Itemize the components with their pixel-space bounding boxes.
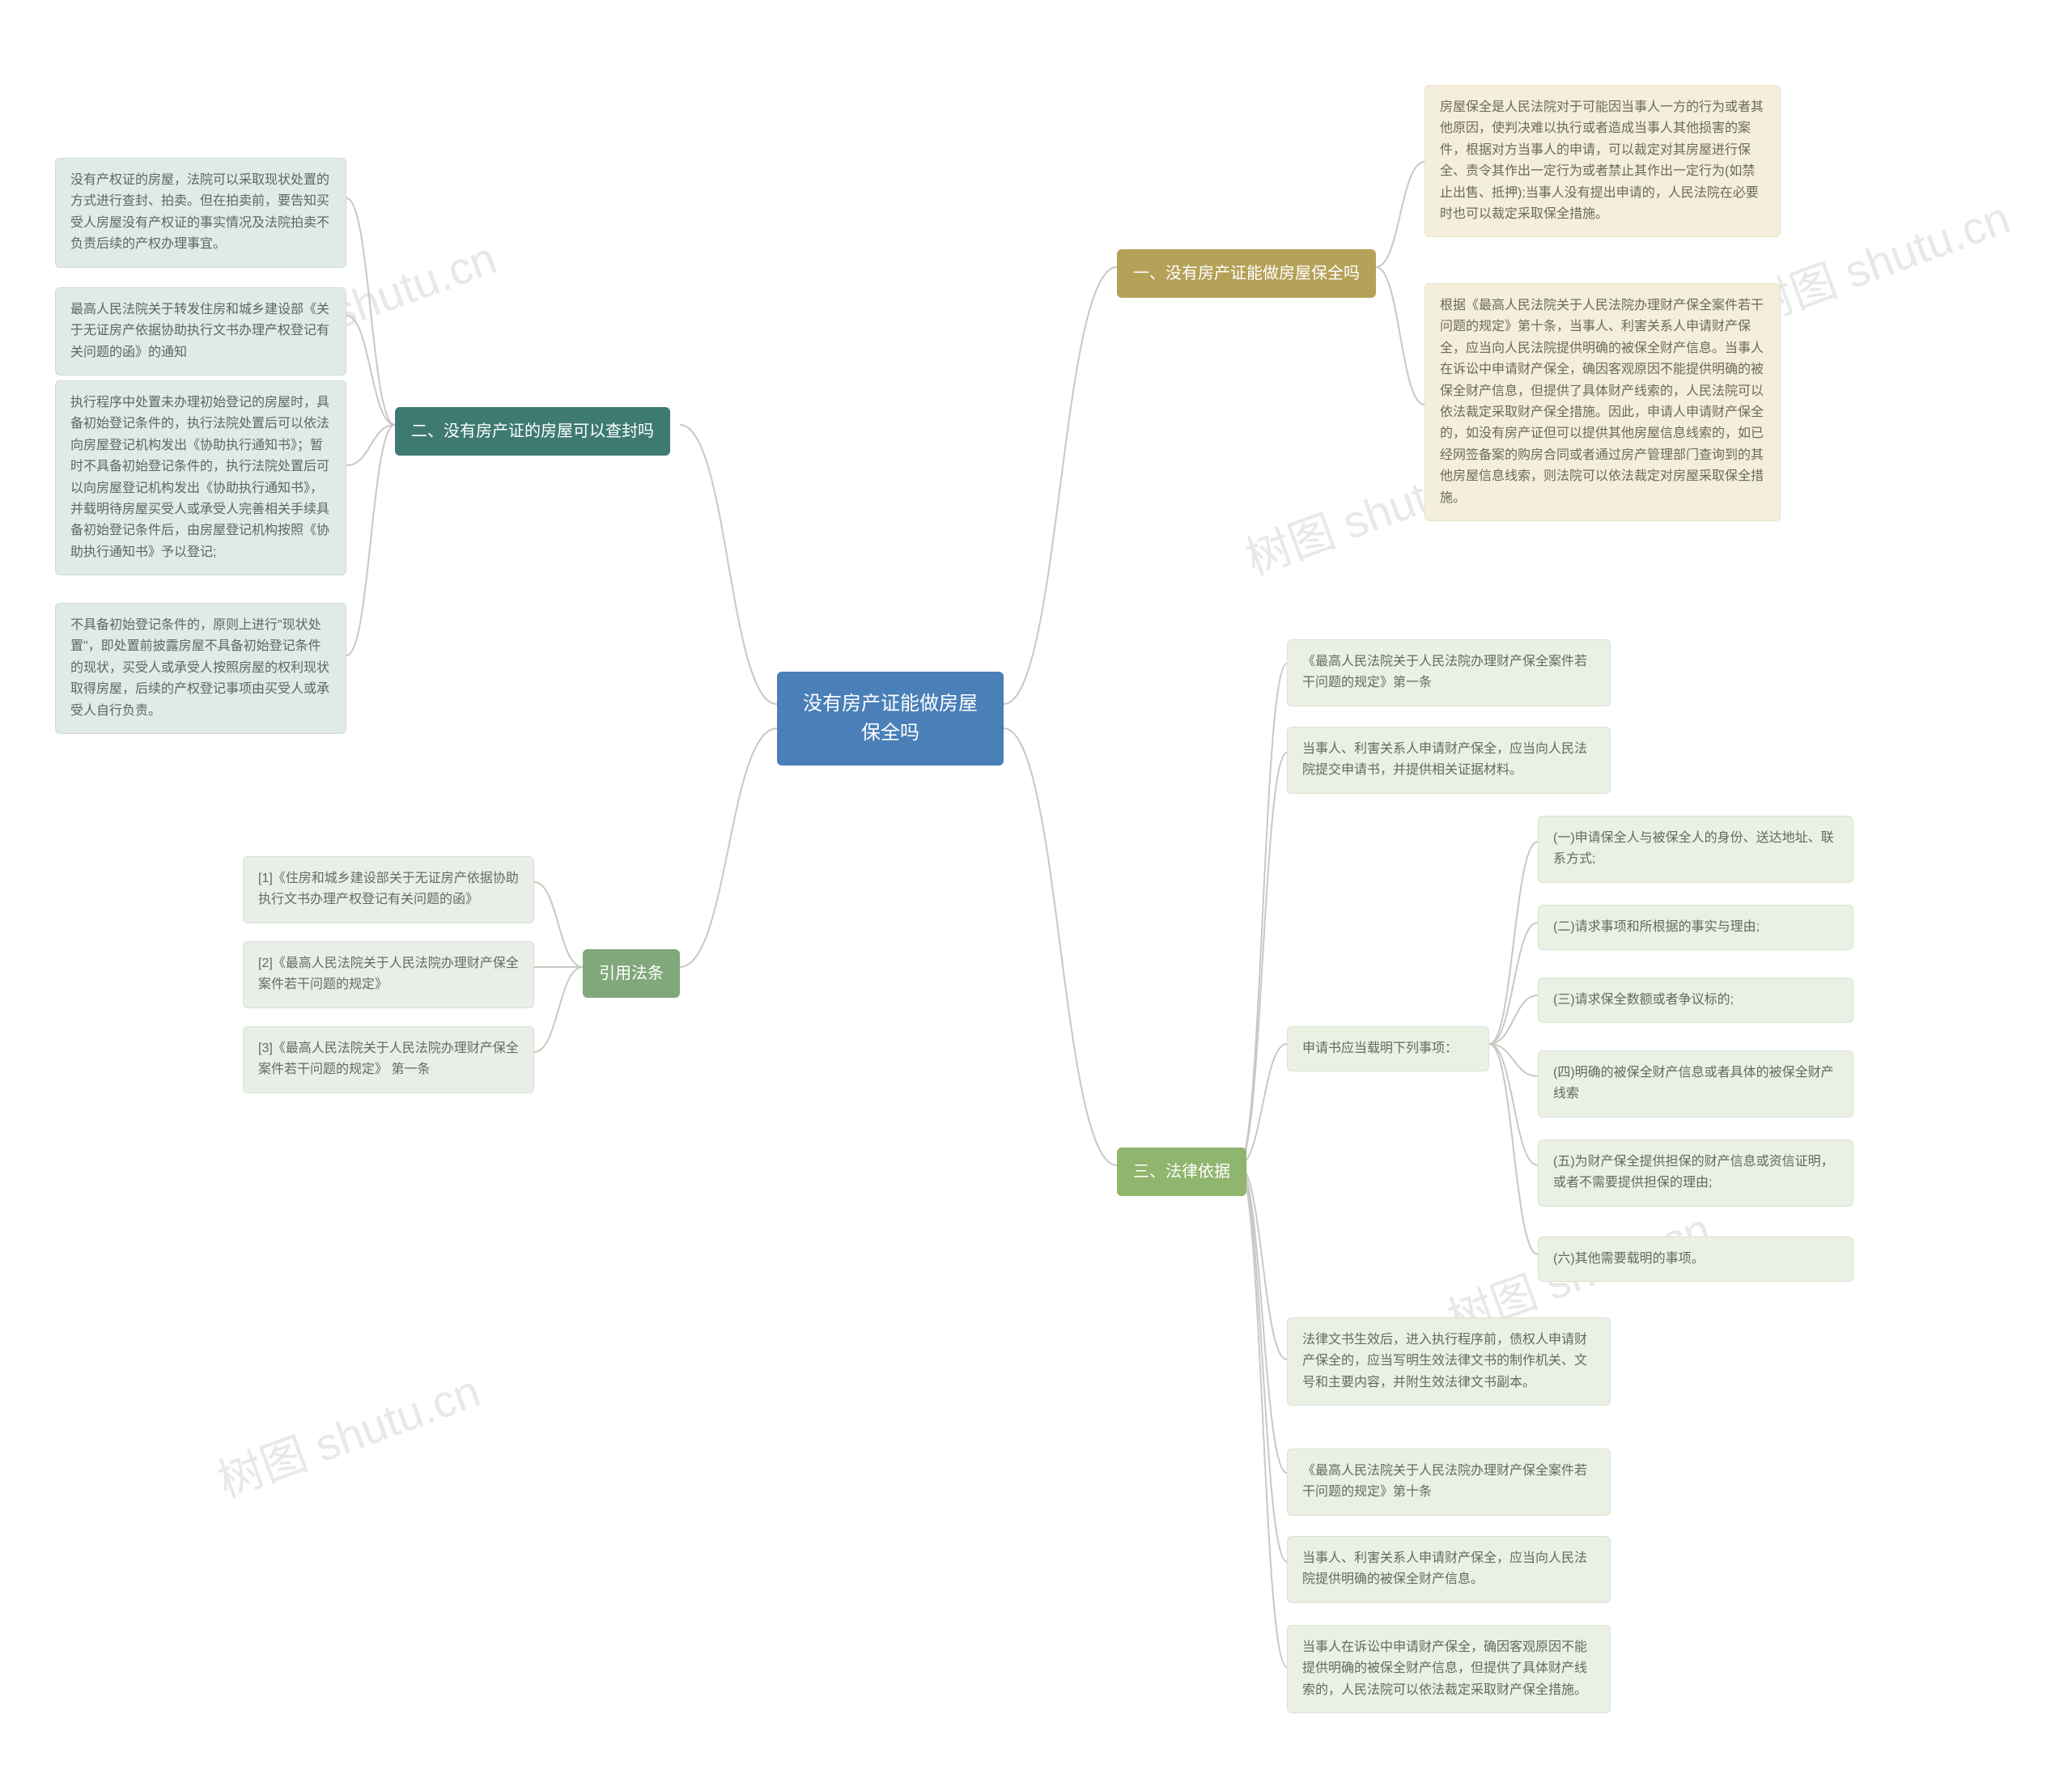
leaf-b3-7[interactable]: 当事人在诉讼中申请财产保全，确因客观原因不能提供明确的被保全财产信息，但提供了具… xyxy=(1287,1625,1611,1713)
leaf-b2-2[interactable]: 最高人民法院关于转发住房和城乡建设部《关于无证房产依据协助执行文书办理产权登记有… xyxy=(55,287,346,375)
branch-1[interactable]: 一、没有房产证能做房屋保全吗 xyxy=(1117,249,1376,298)
leaf-b1-2[interactable]: 根据《最高人民法院关于人民法院办理财产保全案件若干问题的规定》第十条，当事人、利… xyxy=(1424,283,1781,521)
leaf-b3-1[interactable]: 《最高人民法院关于人民法院办理财产保全案件若干问题的规定》第一条 xyxy=(1287,639,1611,706)
leaf-b3-2[interactable]: 当事人、利害关系人申请财产保全，应当向人民法院提交申请书，并提供相关证据材料。 xyxy=(1287,727,1611,794)
leaf-b3-3-2[interactable]: (二)请求事项和所根据的事实与理由; xyxy=(1538,905,1853,950)
leaf-b3-3-3[interactable]: (三)请求保全数额或者争议标的; xyxy=(1538,978,1853,1023)
leaf-b3-5[interactable]: 《最高人民法院关于人民法院办理财产保全案件若干问题的规定》第十条 xyxy=(1287,1449,1611,1516)
leaf-b3-3[interactable]: 申请书应当载明下列事项： xyxy=(1287,1026,1489,1071)
root-node[interactable]: 没有房产证能做房屋保全吗 xyxy=(777,672,1004,766)
leaf-b3-3-4[interactable]: (四)明确的被保全财产信息或者具体的被保全财产线索 xyxy=(1538,1050,1853,1118)
branch-4[interactable]: 引用法条 xyxy=(583,949,680,998)
leaf-b3-3-5[interactable]: (五)为财产保全提供担保的财产信息或资信证明，或者不需要提供担保的理由; xyxy=(1538,1139,1853,1207)
leaf-b3-4[interactable]: 法律文书生效后，进入执行程序前，债权人申请财产保全的，应当写明生效法律文书的制作… xyxy=(1287,1317,1611,1406)
leaf-b4-2[interactable]: [2]《最高人民法院关于人民法院办理财产保全案件若干问题的规定》 xyxy=(243,941,534,1008)
branch-3[interactable]: 三、法律依据 xyxy=(1117,1148,1246,1196)
leaf-b4-1[interactable]: [1]《住房和城乡建设部关于无证房产依据协助执行文书办理产权登记有关问题的函》 xyxy=(243,856,534,923)
leaf-b1-1[interactable]: 房屋保全是人民法院对于可能因当事人一方的行为或者其他原因，使判决难以执行或者造成… xyxy=(1424,85,1781,237)
watermark: 树图 shutu.cn xyxy=(207,1355,488,1510)
leaf-b3-6[interactable]: 当事人、利害关系人申请财产保全，应当向人民法院提供明确的被保全财产信息。 xyxy=(1287,1536,1611,1603)
leaf-b4-3[interactable]: [3]《最高人民法院关于人民法院办理财产保全案件若干问题的规定》 第一条 xyxy=(243,1026,534,1093)
leaf-b3-3-1[interactable]: (一)申请保全人与被保全人的身份、送达地址、联系方式; xyxy=(1538,816,1853,883)
leaf-b2-3[interactable]: 执行程序中处置未办理初始登记的房屋时，具备初始登记条件的，执行法院处置后可以依法… xyxy=(55,380,346,575)
leaf-b3-3-6[interactable]: (六)其他需要载明的事项。 xyxy=(1538,1237,1853,1282)
leaf-b2-4[interactable]: 不具备初始登记条件的，原则上进行"现状处置"，即处置前披露房屋不具备初始登记条件… xyxy=(55,603,346,734)
leaf-b2-1[interactable]: 没有产权证的房屋，法院可以采取现状处置的方式进行查封、拍卖。但在拍卖前，要告知买… xyxy=(55,158,346,268)
branch-2[interactable]: 二、没有房产证的房屋可以查封吗 xyxy=(395,407,670,456)
